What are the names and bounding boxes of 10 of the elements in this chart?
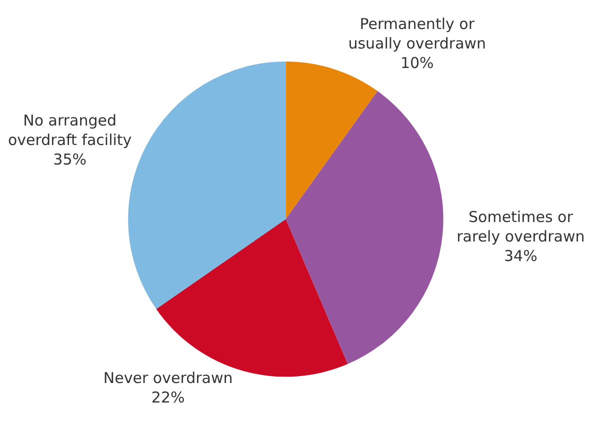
slice-label: Sometimes or rarely overdrawn [456,208,585,246]
data-label: 35% [53,150,86,168]
data-label: 10% [400,54,434,72]
pie-slice [286,62,378,220]
slice-label: No arranged overdraft facility [8,111,132,149]
slice-label: Permanently or usually overdrawn [348,14,486,52]
data-label: 34% [504,247,538,266]
data-label: 22% [151,388,185,407]
pie-slice [286,91,444,364]
slice-label: Never overdrawn [103,369,233,388]
